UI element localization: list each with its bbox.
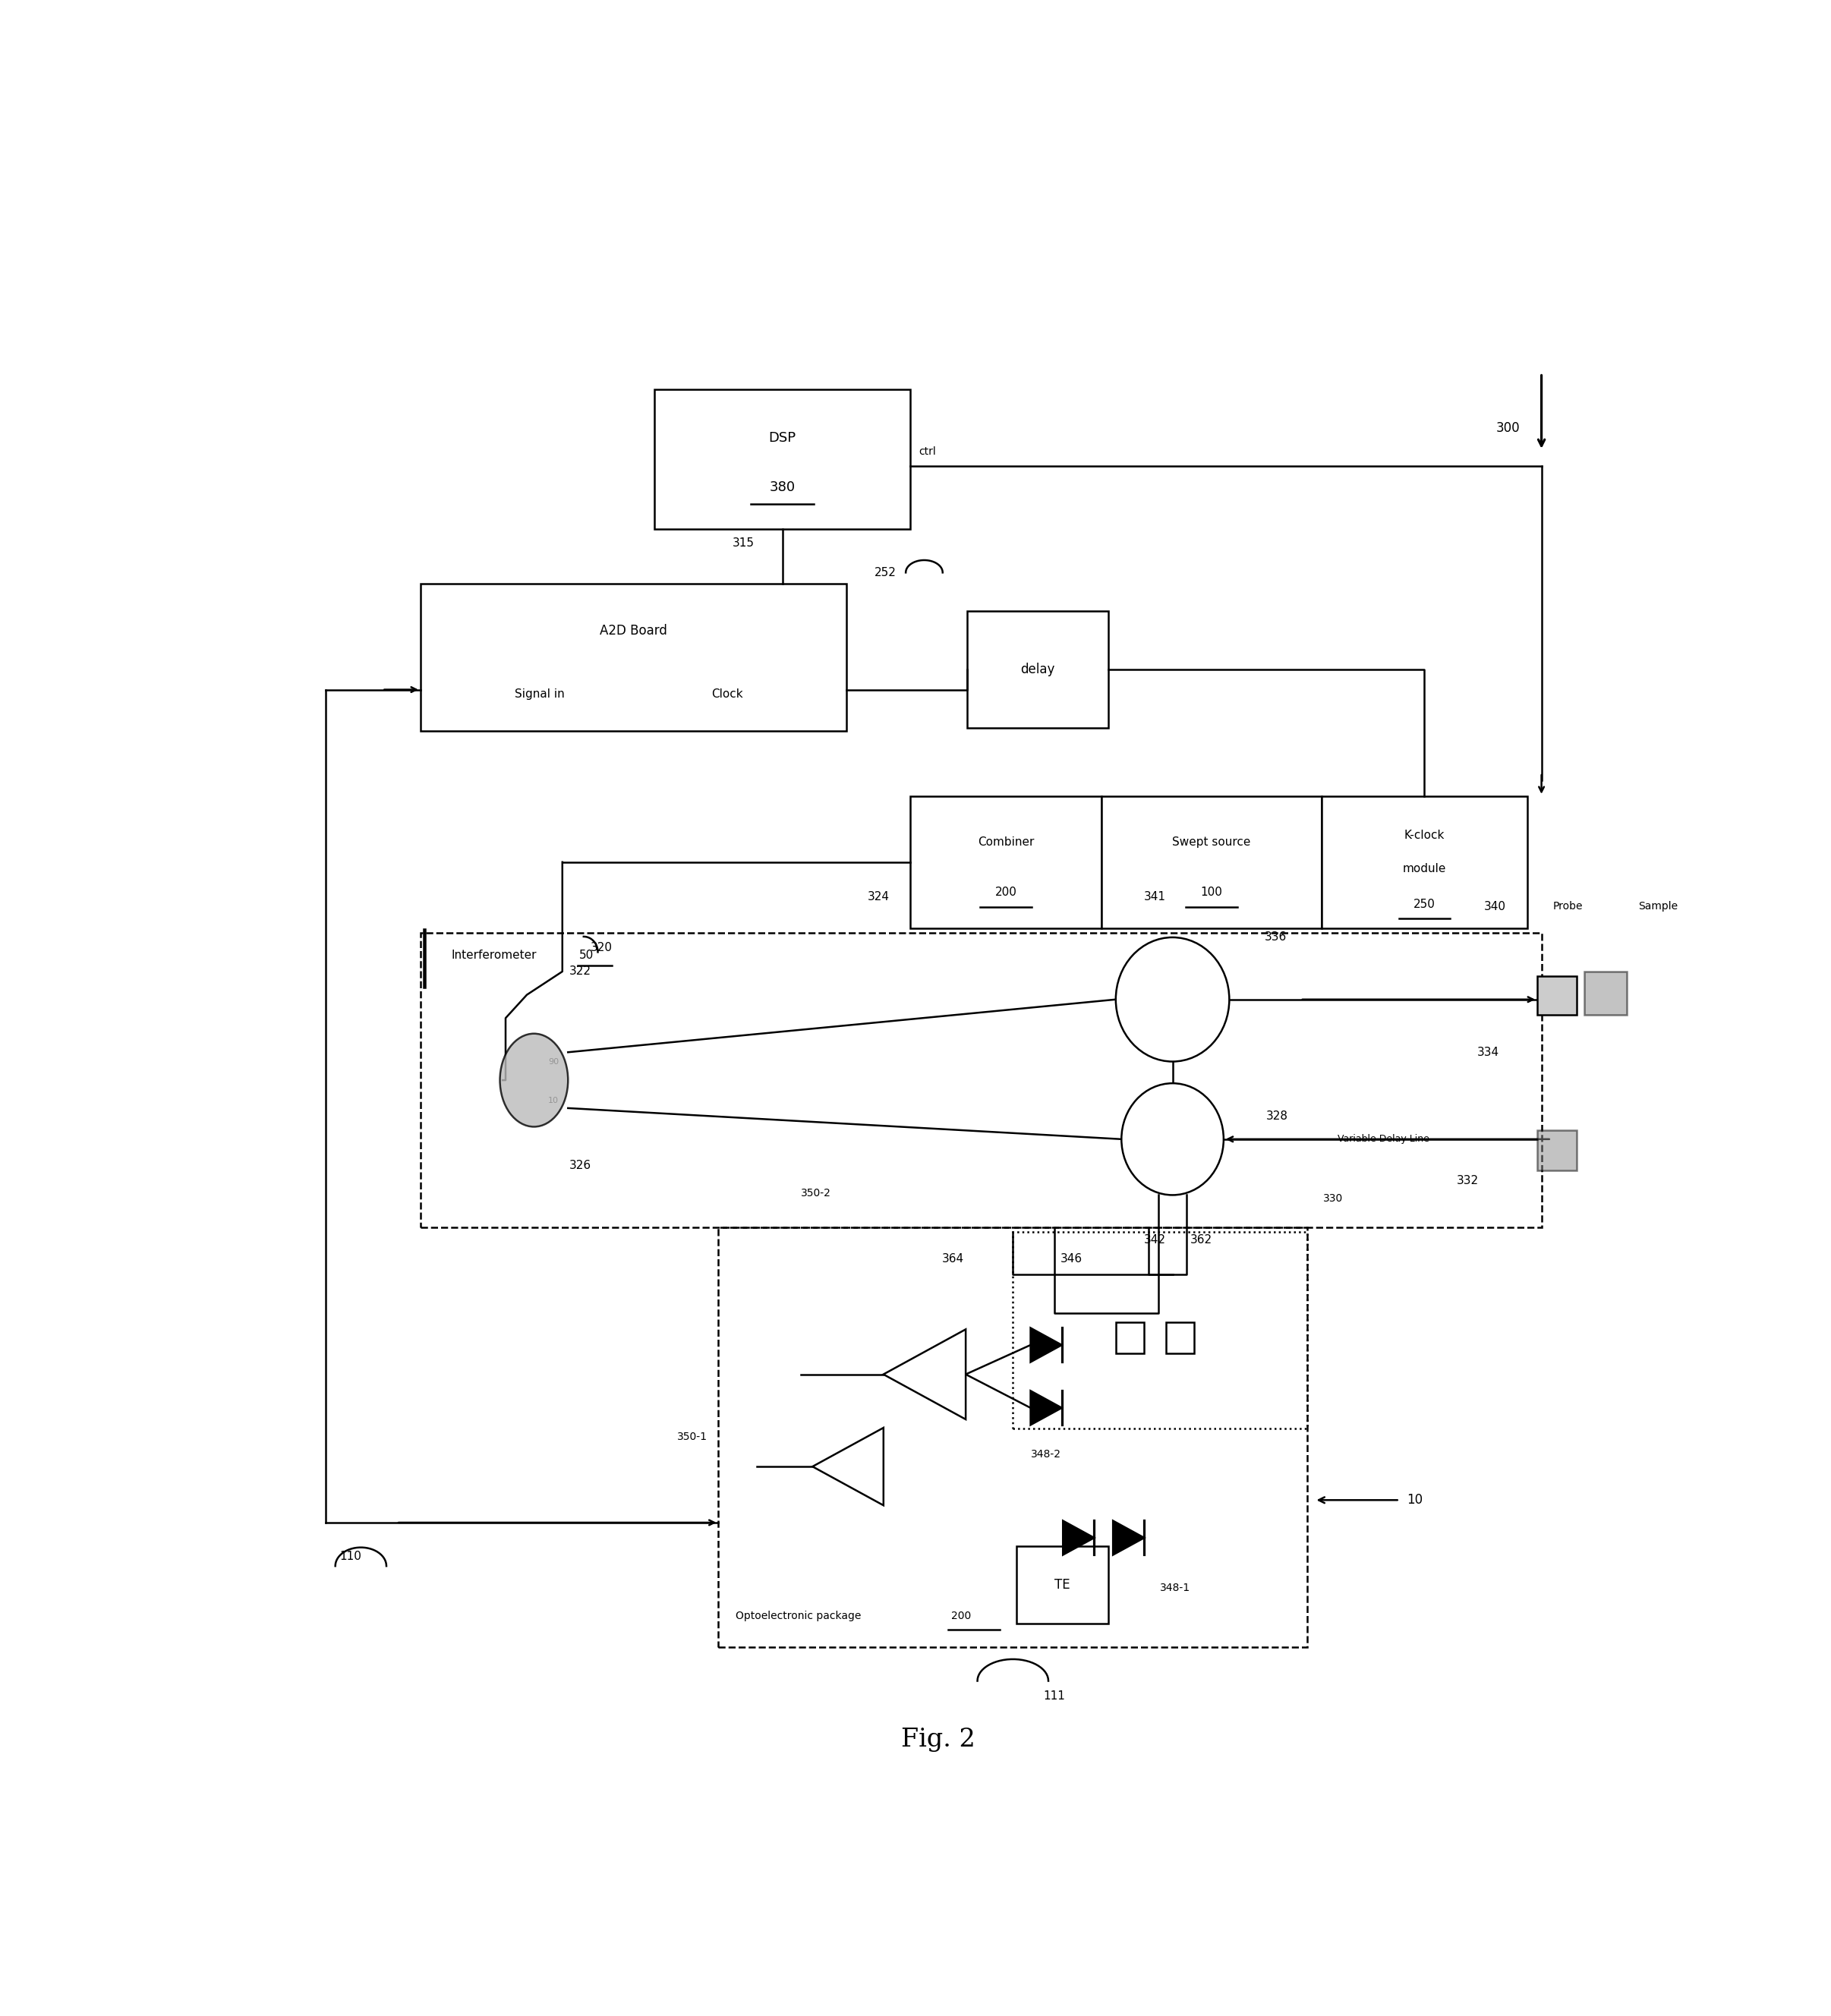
Bar (1584, 972, 1626, 1014)
Text: Fig. 2: Fig. 2 (901, 1728, 976, 1752)
Text: 315: 315 (732, 538, 754, 548)
Bar (1016, 1546, 1110, 1623)
Text: Interferometer: Interferometer (452, 950, 536, 962)
Text: 332: 332 (1456, 1175, 1478, 1185)
Text: 250: 250 (1414, 899, 1436, 909)
Polygon shape (813, 1427, 884, 1506)
Bar (967, 611, 1110, 728)
Text: 350-2: 350-2 (800, 1187, 831, 1200)
Text: 364: 364 (943, 1254, 965, 1264)
Text: 340: 340 (1483, 901, 1507, 911)
Text: 330: 330 (1324, 1193, 1342, 1204)
Bar (1538, 1129, 1576, 1169)
Text: A2D Board: A2D Board (599, 623, 666, 637)
Bar (910, 796, 1102, 927)
Text: 252: 252 (875, 566, 897, 579)
Text: module: module (1403, 863, 1446, 875)
Text: 200: 200 (950, 1611, 970, 1621)
Text: 334: 334 (1478, 1046, 1500, 1058)
Text: 328: 328 (1267, 1111, 1289, 1121)
Text: 300: 300 (1496, 421, 1520, 435)
Text: 342: 342 (1144, 1234, 1166, 1246)
Bar (655, 389, 910, 528)
Text: 324: 324 (868, 891, 890, 903)
Polygon shape (1031, 1391, 1062, 1425)
Bar (1538, 976, 1576, 1014)
Circle shape (1115, 937, 1229, 1062)
Text: 362: 362 (1190, 1234, 1212, 1246)
Text: Sample: Sample (1639, 901, 1677, 911)
Text: 326: 326 (569, 1159, 591, 1171)
Polygon shape (1113, 1520, 1144, 1554)
Bar (1322, 796, 1527, 927)
Text: 346: 346 (1060, 1254, 1082, 1264)
Text: K-clock: K-clock (1404, 831, 1445, 841)
Text: 100: 100 (1201, 887, 1223, 897)
Text: Combiner: Combiner (978, 837, 1035, 849)
Text: 10: 10 (547, 1097, 558, 1105)
Bar (1584, 972, 1626, 1014)
Text: Probe: Probe (1553, 901, 1582, 911)
Text: 50: 50 (579, 950, 593, 962)
Bar (1115, 1322, 1144, 1353)
Bar (421, 933, 1542, 1228)
Text: 90: 90 (547, 1058, 558, 1064)
Bar (1013, 1232, 1307, 1429)
Text: 322: 322 (569, 966, 591, 978)
Text: 10: 10 (1406, 1494, 1423, 1506)
Polygon shape (1031, 1329, 1062, 1363)
Text: 111: 111 (1044, 1689, 1066, 1702)
Text: 350-1: 350-1 (677, 1431, 707, 1443)
Text: 110: 110 (339, 1550, 361, 1562)
Text: DSP: DSP (769, 431, 796, 446)
Text: 341: 341 (1144, 891, 1166, 903)
Text: 348-2: 348-2 (1031, 1450, 1060, 1460)
Text: Clock: Clock (710, 687, 743, 700)
Circle shape (1121, 1083, 1223, 1195)
Text: Signal in: Signal in (515, 687, 564, 700)
Text: 200: 200 (994, 887, 1016, 897)
Text: 380: 380 (769, 480, 795, 494)
Text: 336: 336 (1265, 931, 1287, 943)
Bar (718, 1228, 1307, 1647)
Bar (1102, 796, 1322, 927)
Text: Swept source: Swept source (1172, 837, 1251, 849)
Bar (421, 583, 846, 732)
Text: Variable Delay Line: Variable Delay Line (1338, 1135, 1430, 1145)
Text: 320: 320 (591, 941, 613, 954)
Bar (1166, 1322, 1194, 1353)
Text: ctrl: ctrl (919, 446, 936, 458)
Text: delay: delay (1020, 663, 1055, 677)
Ellipse shape (500, 1034, 568, 1127)
Text: 348-1: 348-1 (1161, 1583, 1190, 1593)
Polygon shape (1064, 1520, 1095, 1554)
Text: Optoelectronic package: Optoelectronic package (736, 1611, 861, 1621)
Polygon shape (883, 1329, 965, 1419)
Text: TE: TE (1055, 1579, 1071, 1591)
Bar (1538, 1129, 1576, 1169)
